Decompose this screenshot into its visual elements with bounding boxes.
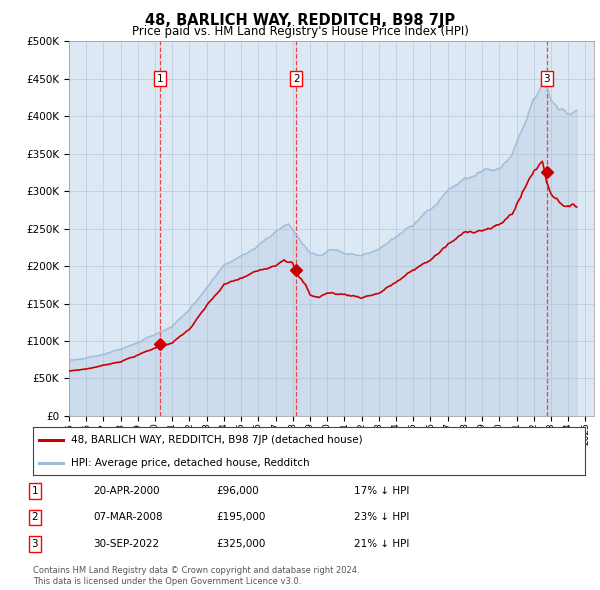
Text: 17% ↓ HPI: 17% ↓ HPI [354,486,409,496]
Text: 20-APR-2000: 20-APR-2000 [93,486,160,496]
Text: Contains HM Land Registry data © Crown copyright and database right 2024.: Contains HM Land Registry data © Crown c… [33,566,359,575]
Text: £325,000: £325,000 [216,539,265,549]
Text: 48, BARLICH WAY, REDDITCH, B98 7JP (detached house): 48, BARLICH WAY, REDDITCH, B98 7JP (deta… [71,435,362,445]
Text: 1: 1 [157,74,164,84]
Text: 23% ↓ HPI: 23% ↓ HPI [354,513,409,522]
Text: HPI: Average price, detached house, Redditch: HPI: Average price, detached house, Redd… [71,458,309,468]
Text: 07-MAR-2008: 07-MAR-2008 [93,513,163,522]
Text: £195,000: £195,000 [216,513,265,522]
Text: 30-SEP-2022: 30-SEP-2022 [93,539,159,549]
Text: 2: 2 [31,513,38,522]
Text: This data is licensed under the Open Government Licence v3.0.: This data is licensed under the Open Gov… [33,577,301,586]
Text: 3: 3 [31,539,38,549]
Text: 48, BARLICH WAY, REDDITCH, B98 7JP: 48, BARLICH WAY, REDDITCH, B98 7JP [145,13,455,28]
Text: 21% ↓ HPI: 21% ↓ HPI [354,539,409,549]
Text: Price paid vs. HM Land Registry's House Price Index (HPI): Price paid vs. HM Land Registry's House … [131,25,469,38]
Text: 3: 3 [544,74,550,84]
Text: 2: 2 [293,74,299,84]
Text: £96,000: £96,000 [216,486,259,496]
Text: 1: 1 [31,486,38,496]
